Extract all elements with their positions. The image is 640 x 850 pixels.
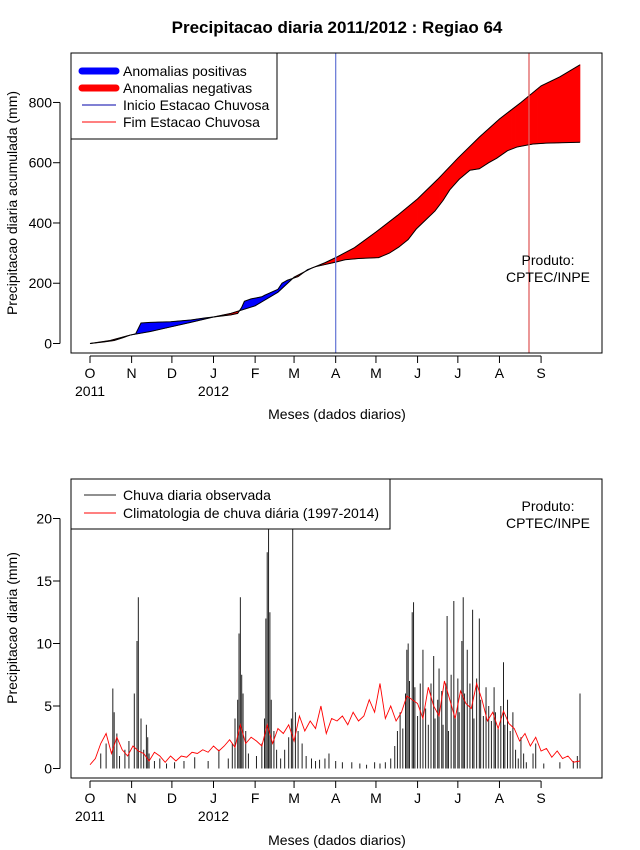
y-tick-label: 15: [36, 573, 52, 589]
y-tick-label: 10: [36, 636, 52, 652]
x-tick-label: M: [370, 790, 382, 806]
x-tick-label: A: [331, 790, 341, 806]
legend-accumulated: Anomalias positivas Anomalias negativas …: [70, 52, 278, 140]
y-tick-label: 5: [44, 698, 52, 714]
plot-frame-accumulated: [70, 52, 603, 354]
x-tick-label: O: [85, 790, 96, 806]
legend-label-climatology: Climatologia de chuva diária (1997-2014): [123, 505, 379, 521]
x-tick-label: M: [288, 365, 300, 381]
product-label-daily: Produto:: [522, 498, 575, 514]
y-tick-label: 800: [29, 94, 53, 110]
x-tick-label: S: [536, 790, 545, 806]
year-label: 2012: [198, 808, 229, 824]
x-tick-label: J: [414, 790, 421, 806]
year-label: 2011: [75, 808, 105, 824]
x-tick-label: O: [85, 365, 96, 381]
x-tick-label: M: [370, 365, 382, 381]
x-tick-label: F: [251, 790, 260, 806]
year-label: 2011: [75, 383, 105, 399]
legend-box-accumulated: [70, 52, 278, 140]
x-axis-accumulated: O N D J F M A M J J A S 2011 2012: [75, 355, 546, 399]
daily-panel: 0 5 10 15 20 O N D J F M A M J J A S 2011 2012 Meses (dad…: [4, 478, 603, 848]
product-source-accumulated: CPTEC/INPE: [506, 269, 590, 285]
x-tick-label: A: [331, 365, 341, 381]
climatology-accumulated-line: [89, 64, 581, 344]
x-tick-label: J: [414, 365, 421, 381]
x-tick-label: F: [251, 365, 260, 381]
accumulated-panel: 0 200 400 600 800 O N D J F M A M J J A S 2011 2012 Meses…: [4, 52, 603, 422]
y-tick-label: 0: [44, 336, 52, 352]
legend-label-observed: Chuva diaria observada: [123, 487, 271, 503]
y-tick-label: 400: [29, 215, 53, 231]
anomaly-segment: [578, 64, 581, 143]
x-tick-label: J: [210, 790, 217, 806]
x-tick-label: N: [127, 365, 137, 381]
x-tick-label: A: [495, 365, 505, 381]
x-tick-label: N: [127, 790, 137, 806]
y-axis-daily: 0 5 10 15 20: [36, 511, 61, 777]
observed-accumulated-line: [89, 141, 581, 344]
product-source-daily: CPTEC/INPE: [506, 515, 590, 531]
x-axis-daily: O N D J F M A M J J A S 2011 2012: [75, 780, 546, 824]
y-tick-label: 20: [36, 511, 52, 527]
legend-label-positive: Anomalias positivas: [123, 63, 247, 79]
climatology-series-line: [89, 680, 581, 766]
daily-bars: [100, 479, 581, 769]
y-tick-label: 200: [29, 275, 53, 291]
legend-label-negative: Anomalias negativas: [123, 80, 252, 96]
legend-label-end: Fim Estacao Chuvosa: [123, 114, 260, 130]
accumulated-lines: [89, 64, 581, 344]
x-tick-label: A: [495, 790, 505, 806]
x-tick-label: D: [167, 790, 177, 806]
x-tick-label: J: [454, 365, 461, 381]
x-axis-label-accumulated: Meses (dados diarios): [268, 406, 406, 422]
y-tick-label: 600: [29, 155, 53, 171]
y-axis-accumulated: 0 200 400 600 800: [29, 94, 61, 352]
x-axis-label-daily: Meses (dados diarios): [268, 832, 406, 848]
x-tick-label: D: [167, 365, 177, 381]
x-tick-label: S: [536, 365, 545, 381]
year-label: 2012: [198, 383, 229, 399]
y-axis-label-accumulated: Precipitacao diaria acumulada (mm): [4, 91, 20, 315]
product-label-accumulated: Produto:: [522, 252, 575, 268]
x-tick-label: M: [288, 790, 300, 806]
x-tick-label: J: [210, 365, 217, 381]
climatology-line: [89, 680, 581, 766]
x-tick-label: J: [454, 790, 461, 806]
y-axis-label-daily: Precipitacao diaria (mm): [4, 552, 20, 704]
season-markers: [335, 53, 530, 353]
y-tick-label: 0: [44, 761, 52, 777]
legend-daily: Chuva diaria observada Climatologia de c…: [70, 478, 391, 530]
legend-label-start: Inicio Estacao Chuvosa: [123, 97, 270, 113]
chart-title: Precipitacao diaria 2011/2012 : Regiao 6…: [172, 18, 503, 37]
legend-box-daily: [70, 478, 391, 530]
